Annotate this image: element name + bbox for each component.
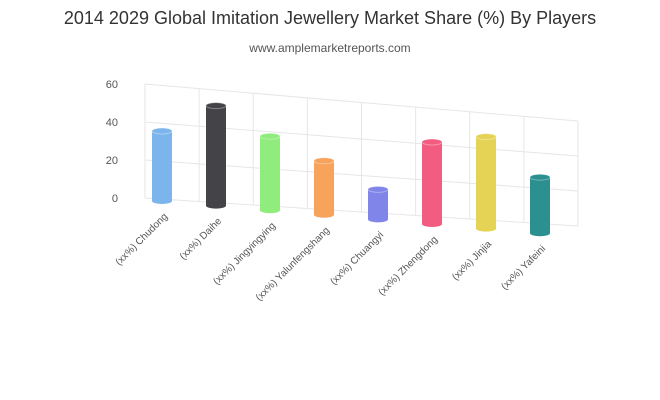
bar-base: [476, 225, 496, 232]
bar-body: [530, 177, 550, 234]
bar-base: [152, 198, 172, 204]
bar-body: [260, 136, 280, 211]
bar-top: [151, 127, 173, 135]
bar-body: [314, 160, 334, 215]
y-tick-label: 40: [106, 117, 118, 129]
bar-base: [260, 207, 280, 214]
bar[interactable]: [259, 132, 281, 214]
bar[interactable]: [529, 173, 551, 237]
y-tick-label: 20: [106, 155, 118, 167]
bar-body: [368, 189, 388, 220]
bar[interactable]: [205, 102, 227, 209]
x-tick-label: (xx%) Chudong: [114, 211, 171, 268]
x-tick-label: (xx%) Chuangyi: [328, 230, 386, 288]
bar[interactable]: [313, 157, 335, 218]
bar-top: [367, 185, 389, 193]
bar-top: [259, 132, 281, 140]
y-tick-label: 60: [106, 79, 118, 91]
bar-body: [206, 105, 226, 206]
x-tick-label: (xx%) Zhengdong: [377, 234, 441, 298]
bar-top: [529, 173, 551, 181]
bar[interactable]: [151, 127, 173, 204]
x-tick-label: (xx%) Yafeini: [499, 244, 548, 293]
bar-top: [421, 138, 443, 146]
bar-base: [314, 211, 334, 218]
bar[interactable]: [421, 138, 443, 227]
bar-body: [476, 136, 496, 229]
chart-subtitle: www.amplemarketreports.com: [249, 41, 411, 55]
bar[interactable]: [475, 133, 497, 232]
chart-title: 2014 2029 Global Imitation Jewellery Mar…: [63, 8, 597, 28]
bar-base: [422, 221, 442, 227]
x-tick-label: (xx%) Daihe: [178, 216, 225, 263]
y-tick-label: 0: [112, 193, 118, 205]
bar-base: [530, 230, 550, 237]
bar-top: [313, 157, 335, 165]
bar-body: [422, 142, 442, 224]
bar-body: [152, 131, 172, 201]
bar[interactable]: [367, 185, 389, 223]
bar-base: [368, 216, 388, 223]
bar-base: [206, 202, 226, 209]
bar-top: [475, 133, 497, 141]
x-tick-label: (xx%) Jingyingying: [211, 221, 278, 288]
x-tick-label: (xx%) Jinjia: [450, 239, 494, 283]
bar-top: [205, 102, 227, 110]
